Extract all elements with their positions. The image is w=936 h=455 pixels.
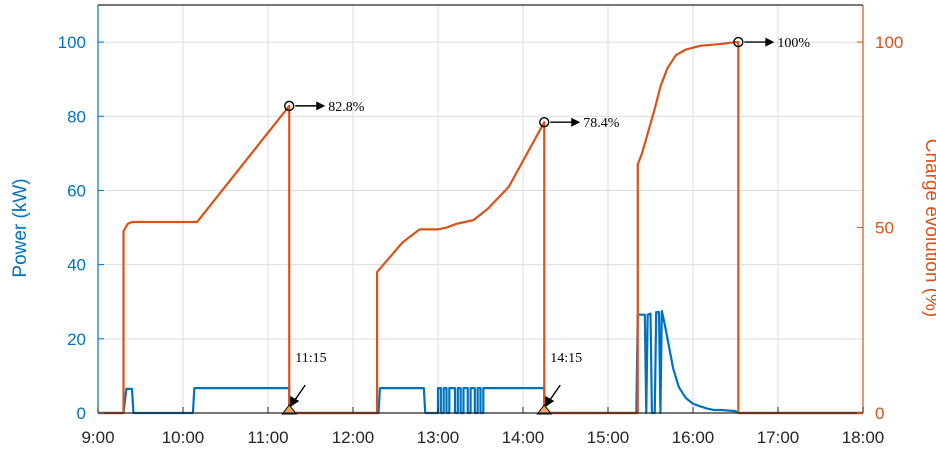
marker-circle <box>733 36 744 48</box>
arrowhead <box>316 101 326 111</box>
y-left-tick-label: 100 <box>58 33 86 52</box>
annotation-arrow <box>548 384 561 402</box>
x-tick-label: 9:00 <box>81 428 114 447</box>
series-line-charge <box>98 40 863 415</box>
y-right-axis-label: Charge evolution (%) <box>921 139 936 317</box>
x-tick-label: 12:00 <box>332 428 375 447</box>
ticks-layer: 9:00 10:00 11:00 12:00 13:00 14:00 15:00 16:00 1… <box>58 33 904 447</box>
y-left-tick-label: 20 <box>67 330 86 349</box>
marker-triangle <box>281 404 298 415</box>
x-tick-label: 15:00 <box>587 428 630 447</box>
y-left-tick-label: 0 <box>77 404 86 423</box>
y-right-tick-label: 50 <box>875 219 894 238</box>
arrowhead <box>545 396 555 407</box>
x-tick-label: 16:00 <box>672 428 715 447</box>
y-left-tick-label: 60 <box>67 181 86 200</box>
axes-layer <box>97 4 864 414</box>
annotation-arrow <box>293 384 306 402</box>
y-left-axis-label: Power (kW) <box>10 178 31 277</box>
marker-triangle <box>536 404 553 415</box>
marker-circle <box>284 100 295 112</box>
x-tick-label: 11:00 <box>247 428 288 447</box>
y-right-tick-label: 0 <box>875 404 884 423</box>
annotation-label: 11:15 <box>295 351 326 366</box>
x-tick-label: 10:00 <box>162 428 205 447</box>
y-left-tick-label: 40 <box>67 256 86 275</box>
y-right-tick-label: 100 <box>875 33 903 52</box>
x-tick-label: 13:00 <box>417 428 460 447</box>
annotation-label: 100% <box>777 36 810 51</box>
x-tick-label: 18:00 <box>842 428 885 447</box>
marker-circle <box>539 117 550 128</box>
annotation-label: 14:15 <box>550 351 582 366</box>
x-tick-label: 17:00 <box>757 428 800 447</box>
arrowhead <box>290 396 300 407</box>
markers-layer: 82.8% 78.4% 100% 11:15 14:15 <box>281 36 810 415</box>
y-left-tick-label: 80 <box>67 107 86 126</box>
series-layer <box>98 40 863 415</box>
annotation-label: 82.8% <box>328 100 365 115</box>
arrowhead <box>765 37 775 47</box>
series-line-power <box>98 309 863 415</box>
annotation-label: 78.4% <box>583 116 620 131</box>
x-tick-label: 14:00 <box>502 428 545 447</box>
arrowhead <box>571 117 581 127</box>
